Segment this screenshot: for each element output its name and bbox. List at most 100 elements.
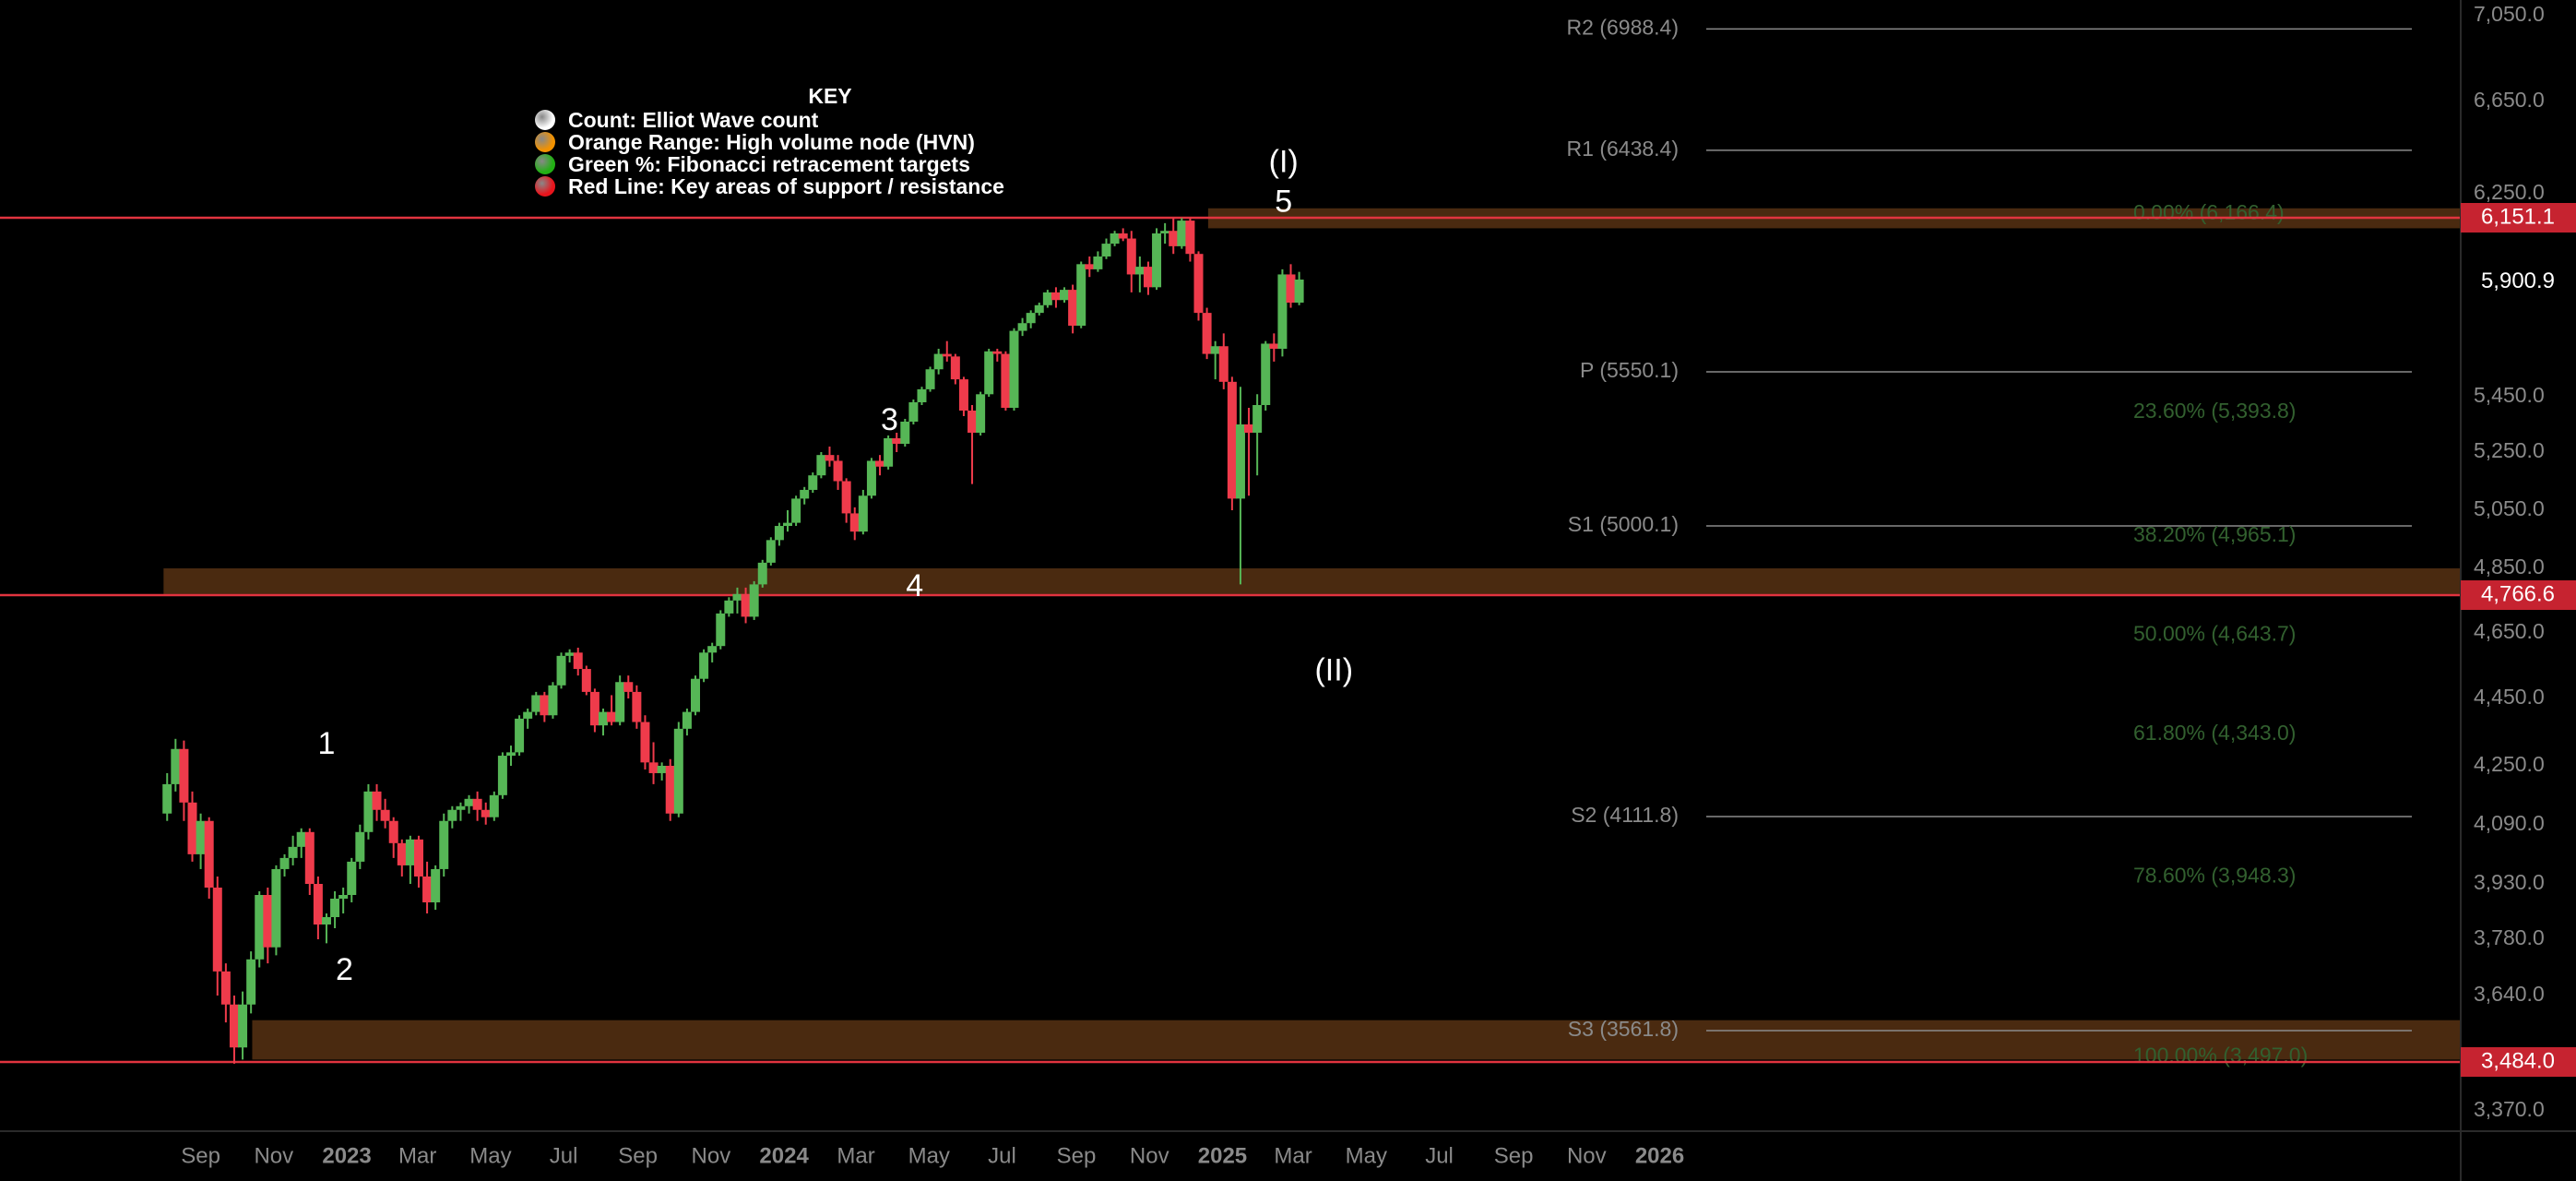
fib-label: 100.00% (3,497.0) — [2133, 1043, 2308, 1067]
candle-body — [825, 455, 835, 461]
candle — [229, 996, 239, 1064]
candle-body — [1227, 381, 1237, 499]
candle-body — [330, 899, 340, 917]
candle-body — [875, 460, 885, 467]
x-tick-label: Sep — [181, 1143, 220, 1168]
wave-labels: 1 2 3 4 5 (I) (II) — [318, 144, 1354, 986]
candle-body — [472, 798, 482, 810]
candle-body — [1026, 313, 1036, 324]
candle-body — [1185, 221, 1195, 255]
candle — [431, 865, 441, 910]
candle-body — [884, 438, 894, 467]
candle — [304, 828, 315, 895]
candle-body — [833, 460, 843, 482]
candle — [1143, 261, 1153, 295]
candle-body — [464, 798, 474, 806]
candle-body — [355, 831, 365, 862]
candle — [884, 435, 894, 470]
candle-body — [665, 766, 675, 814]
pivot-label: R1 (6438.4) — [1567, 137, 1679, 161]
hvn-zone — [252, 1020, 2461, 1060]
candle — [422, 861, 433, 913]
candle — [908, 400, 919, 424]
candle-body — [431, 868, 441, 902]
candle-body — [556, 655, 566, 686]
candle-body — [1202, 313, 1212, 354]
key-item-label: Count: Elliot Wave count — [568, 107, 819, 132]
candle — [489, 791, 499, 821]
candle — [296, 828, 306, 858]
candle-body — [942, 353, 952, 357]
candle-body — [1009, 330, 1019, 408]
fib-label: 0.00% (6,166.4) — [2133, 200, 2285, 224]
candle-body — [523, 711, 533, 719]
fib-label: 38.20% (4,965.1) — [2133, 522, 2296, 546]
candle — [1235, 387, 1245, 585]
x-tick-label: Mar — [398, 1143, 436, 1168]
candle — [355, 824, 365, 869]
candle-body — [162, 783, 172, 814]
x-tick-label: Nov — [1567, 1143, 1607, 1168]
candle-body — [505, 752, 516, 757]
candle-body — [456, 805, 466, 810]
candle — [1193, 251, 1204, 321]
candle — [1017, 317, 1027, 337]
candle — [1277, 268, 1288, 357]
candle-body — [255, 895, 265, 960]
y-tick-label: 5,450.0 — [2474, 383, 2545, 407]
candle-body — [976, 394, 986, 433]
candle-body — [196, 820, 206, 854]
candle — [691, 675, 701, 716]
candle-body — [1193, 254, 1204, 314]
y-tick-label: 5,250.0 — [2474, 438, 2545, 462]
wave-label: (I) — [1269, 144, 1299, 179]
pivot-label: S1 (5000.1) — [1568, 512, 1679, 536]
candle-body — [1068, 290, 1078, 327]
candle-body — [338, 895, 349, 899]
fib-label: 23.60% (5,393.8) — [2133, 399, 2296, 423]
candle-body — [958, 379, 968, 411]
candle-body — [1252, 405, 1263, 433]
candle — [992, 349, 1003, 362]
candle-body — [598, 711, 608, 726]
candle-body — [573, 652, 583, 670]
candle-body — [515, 718, 525, 753]
candle-body — [1118, 233, 1128, 239]
candle-body — [716, 613, 726, 647]
candle-body — [908, 402, 919, 422]
candle-body — [439, 820, 449, 869]
candle — [825, 447, 835, 467]
candle — [413, 835, 423, 888]
y-tick-label: 6,650.0 — [2474, 88, 2545, 112]
candle — [958, 376, 968, 416]
candle — [1152, 228, 1162, 291]
candle-body — [699, 652, 709, 679]
candle-body — [741, 593, 751, 617]
candle — [497, 752, 507, 799]
pivot-label: S2 (4111.8) — [1571, 803, 1679, 827]
x-tick-label: 2025 — [1198, 1143, 1247, 1168]
candle — [556, 652, 566, 689]
candle-body — [816, 455, 826, 476]
candle — [766, 537, 776, 566]
candle-body — [691, 678, 701, 712]
candle-body — [766, 540, 776, 563]
x-tick-label: Jul — [1425, 1143, 1454, 1168]
candle — [162, 772, 172, 821]
candle — [589, 688, 599, 733]
candle — [749, 580, 759, 620]
y-tick-label: 4,250.0 — [2474, 752, 2545, 776]
candle — [388, 817, 398, 858]
candle — [279, 853, 290, 877]
candle — [1261, 340, 1271, 411]
candle-body — [984, 351, 994, 395]
price-tag — [2461, 203, 2576, 233]
candle — [648, 742, 659, 784]
candle-body — [892, 438, 902, 444]
candle — [179, 740, 189, 821]
candle-body — [1261, 343, 1271, 405]
candle — [950, 353, 960, 385]
pivot-label: P (5550.1) — [1580, 358, 1679, 382]
